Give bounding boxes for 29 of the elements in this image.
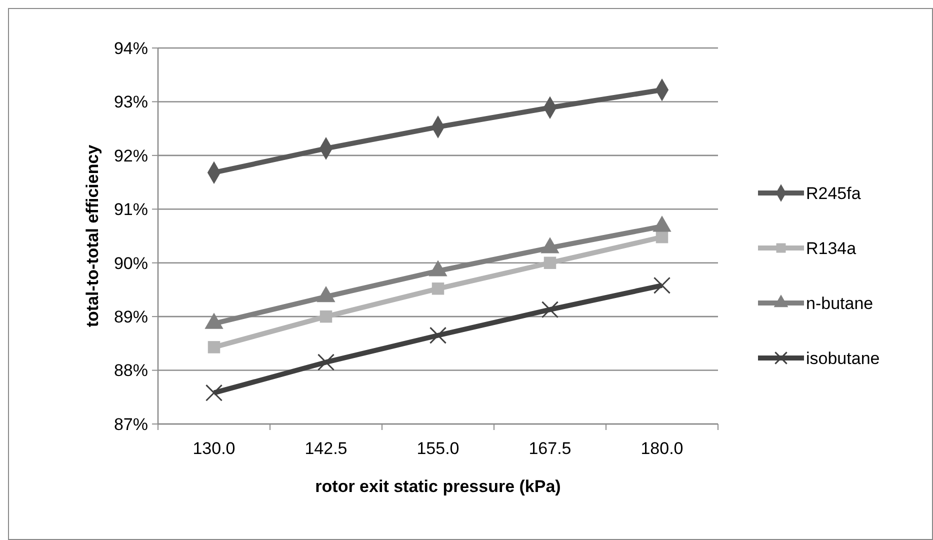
point bbox=[541, 301, 559, 318]
point bbox=[320, 310, 332, 323]
x-tick-label: 130.0 bbox=[192, 439, 236, 458]
x-tick-label: 142.5 bbox=[304, 439, 348, 458]
legend-label: R134a bbox=[806, 238, 857, 258]
x-axis-title: rotor exit static pressure (kPa) bbox=[315, 477, 561, 496]
y-tick-label: 87% bbox=[114, 414, 148, 434]
x-tick-label: 155.0 bbox=[416, 439, 460, 458]
legend-label: R245fa bbox=[806, 184, 862, 203]
point bbox=[432, 282, 444, 295]
legend-label: n-butane bbox=[806, 294, 874, 313]
y-tick-label: 93% bbox=[114, 92, 148, 112]
point bbox=[205, 384, 223, 402]
y-tick-label: 88% bbox=[114, 361, 148, 380]
point bbox=[429, 326, 447, 344]
x-tick-label: 180.0 bbox=[640, 439, 684, 458]
y-tick-label: 89% bbox=[114, 308, 148, 327]
y-tick-label: 91% bbox=[114, 200, 148, 220]
y-tick-label: 94% bbox=[114, 38, 148, 58]
point bbox=[653, 276, 671, 294]
point bbox=[208, 341, 220, 354]
point bbox=[544, 256, 556, 269]
y-axis-title: total-to-total efficiency bbox=[83, 144, 102, 328]
y-tick-label: 90% bbox=[114, 254, 148, 273]
x-tick-label: 167.5 bbox=[528, 439, 572, 458]
legend-label: isobutane bbox=[806, 348, 880, 368]
point bbox=[656, 230, 668, 244]
point bbox=[317, 354, 335, 371]
y-tick-label: 92% bbox=[114, 146, 148, 166]
